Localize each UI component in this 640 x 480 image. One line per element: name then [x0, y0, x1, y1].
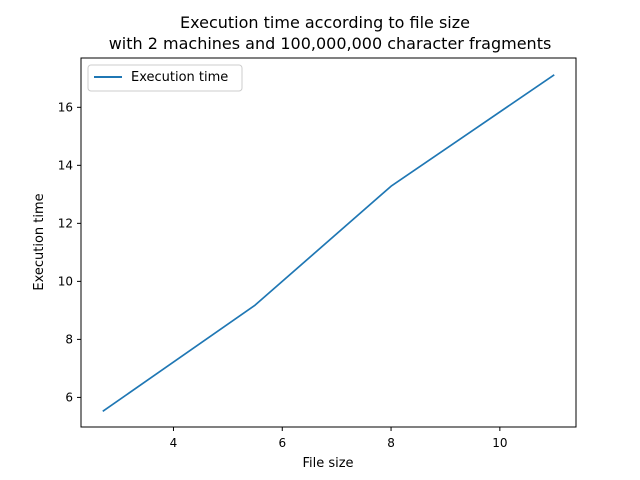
y-axis-ticks: 6 8 10 12 14 16: [58, 100, 81, 404]
legend-box: [87, 64, 243, 92]
y-axis-label: Execution time: [32, 193, 47, 290]
y-tick-label: 12: [58, 216, 73, 230]
y-tick-label: 6: [65, 390, 73, 404]
chart-title-line-2: with 2 machines and 100,000,000 characte…: [109, 34, 552, 53]
y-tick-label: 14: [58, 158, 73, 172]
y-tick-label: 10: [58, 274, 73, 288]
series-line-0: [102, 74, 555, 413]
x-axis-ticks: 4 6 8 10: [170, 427, 507, 450]
x-axis-label: File size: [302, 456, 353, 471]
x-tick-label: 8: [387, 436, 395, 450]
plot-area-frame: [80, 57, 577, 428]
legend-label: Execution time: [131, 70, 228, 85]
chart-title-line-1: Execution time according to file size: [180, 13, 470, 32]
y-tick-label: 8: [65, 332, 73, 346]
x-tick-label: 4: [170, 436, 178, 450]
legend: Execution time: [87, 64, 243, 92]
series-layer: [102, 74, 555, 413]
y-tick-label: 16: [58, 100, 73, 114]
x-tick-label: 10: [492, 436, 507, 450]
x-tick-label: 6: [278, 436, 286, 450]
